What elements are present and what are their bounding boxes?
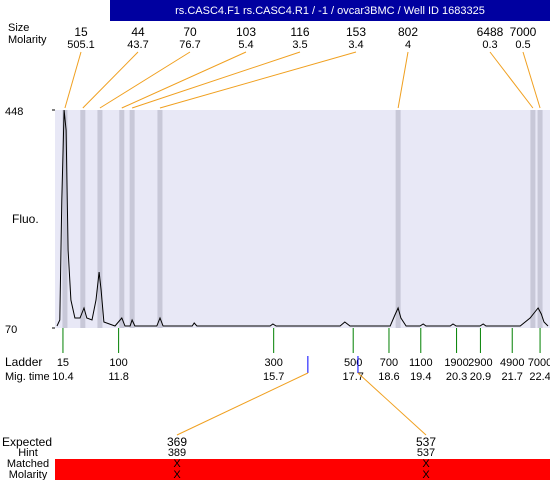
peak-size: 44 [131,25,145,39]
expected-size: 369 [167,435,187,449]
peak-molarity: 505.1 [67,39,95,51]
peak-molarity: 0.3 [482,39,497,51]
hint: 537 [417,447,435,459]
ladder-size: 100 [109,357,127,369]
ladder-size: 700 [380,357,398,369]
peak-size: 116 [290,25,309,39]
peak-band [62,110,68,328]
peak-connector [82,51,139,109]
peak-band [537,110,543,328]
peak-connector [131,51,301,109]
peak-size: 802 [398,25,418,39]
peak-size: 15 [74,25,88,39]
expected-size: 537 [416,435,436,449]
mig-time: 11.8 [108,371,129,383]
y-axis-label: Fluo. [12,212,39,226]
peak-molarity: 43.7 [127,39,148,51]
mig-time: 19.4 [410,371,431,383]
peak-connector [159,51,357,109]
ladder-size: 300 [264,357,282,369]
ladder-size: 1900 [444,357,468,369]
plot-area [55,110,550,328]
expected-connector [357,372,427,436]
y-tick-label: 448 [5,106,23,118]
mig-time: 10.4 [52,371,73,383]
peak-molarity: 3.4 [348,39,363,51]
row-label: Expected [2,435,52,449]
ladder-size: 15 [57,357,69,369]
y-tick-label: 70 [5,324,17,336]
peak-connector [489,51,534,109]
mig-time: 17.7 [342,371,363,383]
mig-time: 18.6 [378,371,399,383]
peak-band [530,110,536,328]
matched: X [422,458,430,470]
row-label: Matched [7,458,49,470]
peak-band [129,110,135,328]
row-label: Hint [18,447,38,459]
mig-time: 20.3 [446,371,467,383]
mig-time: 21.7 [502,371,523,383]
ladder-size: 1100 [409,357,433,369]
ladder-size: 500 [344,357,362,369]
peak-size: 103 [236,25,256,39]
peak-band [97,110,103,328]
peak-connector [397,51,409,109]
hint: 389 [168,447,186,459]
peak-connector [522,51,541,109]
peak-band [157,110,163,328]
peak-band [80,110,86,328]
expected-connector [176,372,309,436]
peak-size: 7000 [510,25,537,39]
peak-molarity: 4 [405,39,411,51]
ladder-size: 4900 [500,357,524,369]
mig-time: 20.9 [470,371,491,383]
ladder-size: 7000 [528,357,550,369]
matched-bar [55,459,550,480]
molarity: X [422,469,430,480]
peak-band [395,110,401,328]
peak-connector [64,51,82,109]
row-label: Mig. time [5,371,50,383]
peak-molarity: 3.5 [292,39,307,51]
header-bar [110,0,550,21]
mig-time: 15.7 [263,371,284,383]
peak-connector [121,51,247,109]
peak-molarity: 0.5 [515,39,530,51]
peak-molarity: 5.4 [238,39,253,51]
molarity: X [173,469,181,480]
matched: X [173,458,181,470]
trace [56,109,549,327]
peak-size: 70 [183,25,197,39]
peak-band [119,110,125,328]
row-label: Molarity [8,34,47,46]
ladder-size: 2900 [468,357,492,369]
mig-time: 22.4 [529,371,550,383]
row-label: Molarity [9,469,48,480]
row-label: Size [8,22,29,34]
peak-connector [99,51,191,109]
row-label: Ladder [5,355,42,369]
peak-size: 153 [346,25,366,39]
header: rs.CASC4.F1 rs.CASC4.R1 / -1 / ovcar3BMC… [175,5,485,17]
peak-molarity: 76.7 [179,39,200,51]
peak-size: 6488 [477,25,504,39]
